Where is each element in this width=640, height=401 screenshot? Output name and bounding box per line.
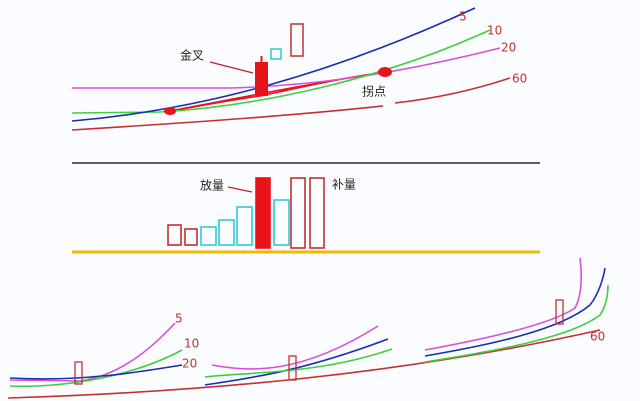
volume-bar (273, 199, 290, 246)
volume-bar (290, 177, 306, 249)
candle (555, 299, 564, 325)
volume-bar (218, 219, 235, 246)
ma-label: 20 (501, 41, 516, 55)
ma10-line (424, 267, 606, 357)
candle (74, 361, 83, 385)
volume-bar (236, 206, 253, 246)
ma10-line (71, 29, 491, 114)
volume-bar (255, 177, 271, 249)
ma60-line (7, 329, 601, 399)
candle (290, 23, 304, 57)
cross-label: 金叉 (180, 48, 204, 63)
volume-bar (184, 228, 198, 246)
volume-bar (200, 226, 217, 246)
candle (288, 355, 297, 381)
volume-bars (167, 177, 325, 249)
ma-label: 10 (184, 337, 199, 351)
candle (255, 62, 268, 96)
arrow (209, 61, 254, 74)
ma10-line (9, 349, 183, 388)
volume-bar (309, 177, 325, 249)
ma-label: 5 (459, 10, 467, 24)
ma-label: 60 (512, 72, 527, 86)
ma5-line (424, 257, 582, 351)
ma20-line (72, 47, 501, 89)
volume-bar (167, 224, 182, 246)
turn-point (378, 67, 392, 77)
ma5-line (9, 322, 176, 382)
arrow (227, 186, 253, 193)
ma-label: 10 (487, 24, 502, 38)
turn-label: 拐点 (362, 84, 386, 99)
ma20-line (9, 364, 183, 380)
ma-label: 5 (175, 312, 183, 326)
ma5-line (211, 325, 379, 370)
ma-label: 20 (182, 357, 197, 371)
ma20-line (424, 284, 609, 363)
candle (270, 48, 282, 60)
cross-point (164, 107, 176, 115)
fill-label: 补量 (332, 178, 356, 192)
ma-label: 60 (590, 330, 605, 344)
ma60-line (71, 77, 511, 131)
surge-label: 放量 (200, 178, 224, 193)
